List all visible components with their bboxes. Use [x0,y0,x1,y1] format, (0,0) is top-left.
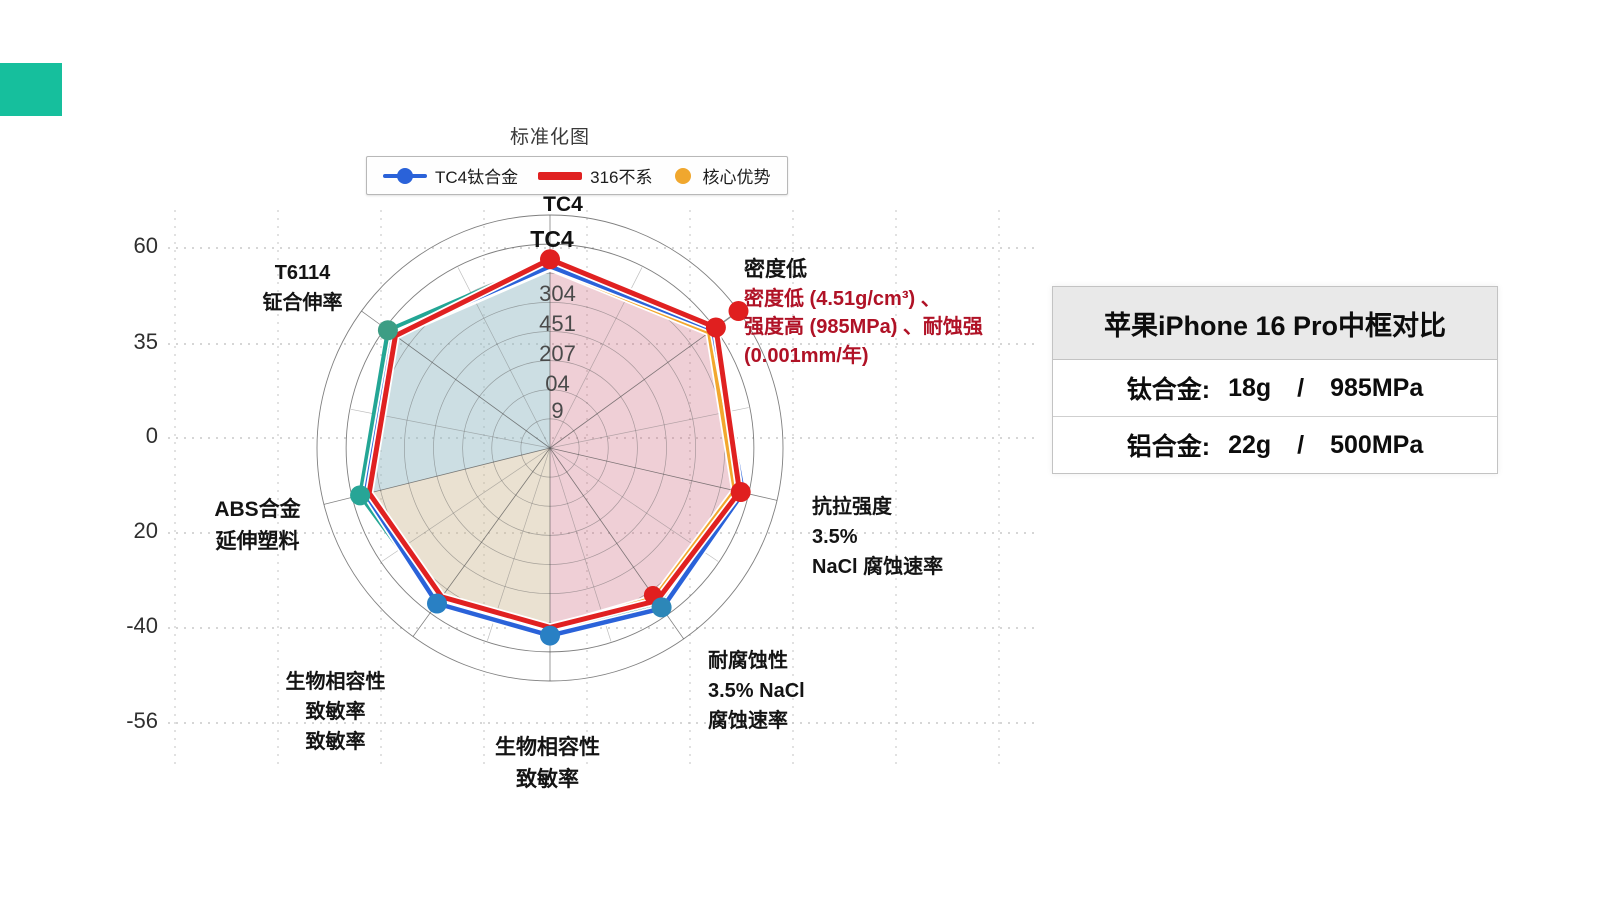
comparison-table-title: 苹果iPhone 16 Pro中框对比 [1053,287,1497,360]
axis-label-left: ABS合金 延伸塑料 [214,498,301,553]
material-name: 铝合金: [1126,433,1211,461]
ring-value-label: 9 [551,398,564,423]
material-strength: 985MPa [1330,373,1424,402]
axis-label-upper-left: T6114 钲合伸率 [262,262,343,314]
y-tick: 35 [133,329,158,354]
separator: / [1297,430,1305,459]
chart-legend: TC4钛合金 316不系 核心优势 [366,156,788,195]
legend-line-dot-swatch [383,167,427,185]
axis-label-lower-right: 耐腐蚀性 3.5% NaCl 腐蚀速率 [708,650,805,732]
material-weight: 18g [1228,373,1272,402]
accent-swatch [0,63,62,116]
ring-value-label: 451 [539,311,576,336]
axis-label-top: TC4 [543,193,583,216]
y-tick: 60 [133,233,158,258]
material-name: 钛合金: [1126,376,1211,404]
legend-item-316: 316不系 [538,163,653,188]
y-tick: 0 [145,423,158,448]
legend-label: TC4钛合金 [435,168,519,187]
material-weight: 22g [1228,430,1272,459]
ring-value-label: 304 [539,281,576,306]
axis-label-right: 抗拉强度 3.5% NaCl 腐蚀速率 [812,496,944,578]
comparison-table: 苹果iPhone 16 Pro中框对比 钛合金: 18g / 985MPa 铝合… [1052,286,1498,474]
y-tick: 20 [133,518,158,543]
ring-value-label: 04 [545,371,570,396]
annotation-density-strength: 密度低 (4.51g/cm³) 、 强度高 (985MPa) 、耐蚀强 (0.0… [744,288,983,367]
chart-title: 标准化图 [509,127,590,148]
legend-label: 316不系 [590,168,653,187]
material-strength: 500MPa [1330,430,1424,459]
ring-value-label: 207 [539,341,576,366]
axis-label-top-vertex: TC4 [530,226,574,252]
axis-label-lower-left: 生物相容性 致敏率 致敏率 [285,671,386,753]
axis-label-bottom: 生物相容性 致敏率 [495,736,600,791]
table-row-aluminum: 铝合金: 22g / 500MPa [1053,416,1497,473]
legend-label: 核心优势 [702,168,771,187]
legend-thick-line-swatch [538,167,583,185]
axis-label-upper-right: 密度低 [744,258,807,281]
separator: / [1297,373,1305,402]
table-row-titanium: 钛合金: 18g / 985MPa [1053,360,1497,416]
legend-item-core: 核心优势 [673,163,771,188]
y-tick: -56 [126,708,158,733]
legend-item-tc4: TC4钛合金 [383,163,518,188]
y-tick: -40 [126,613,158,638]
legend-dot-swatch [673,167,695,185]
